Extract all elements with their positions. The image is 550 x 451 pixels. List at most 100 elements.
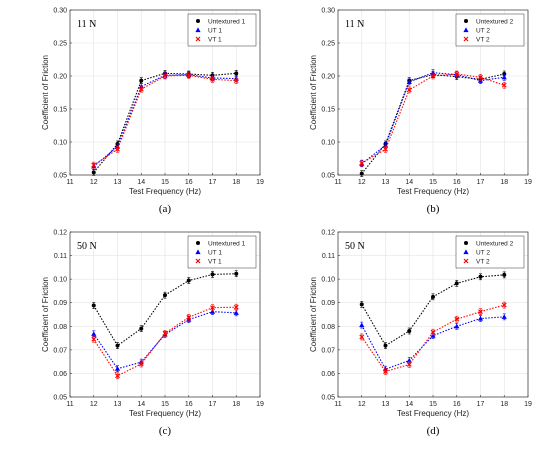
y-tick-label: 0.10 <box>53 277 67 284</box>
legend-marker <box>196 19 200 23</box>
data-point <box>406 79 412 85</box>
legend-entry: UT 1 <box>208 249 222 256</box>
panel-label: (b) <box>427 203 440 215</box>
y-axis-label: Coefficient of Friction <box>41 277 50 352</box>
data-point <box>430 70 436 75</box>
y-tick-label: 0.10 <box>53 140 67 147</box>
load-annotation: 50 N <box>345 241 365 252</box>
data-point <box>210 76 215 82</box>
y-tick-label: 0.08 <box>321 324 335 331</box>
panel-label: (d) <box>427 425 440 437</box>
data-point <box>359 334 365 340</box>
y-tick-label: 0.07 <box>53 347 67 354</box>
data-point <box>186 278 191 283</box>
data-point <box>162 73 168 79</box>
x-tick-label: 18 <box>232 401 240 408</box>
x-tick-label: 15 <box>161 401 169 408</box>
data-point <box>139 78 144 83</box>
x-tick-label: 14 <box>405 179 413 186</box>
y-tick-label: 0.25 <box>53 41 67 48</box>
data-point <box>430 329 436 335</box>
data-point <box>91 336 97 342</box>
data-point <box>406 87 412 93</box>
data-point <box>359 322 365 328</box>
data-point <box>478 309 483 315</box>
legend-entry: VT 2 <box>476 258 490 265</box>
legend-entry: Untextured 1 <box>208 240 246 247</box>
data-point <box>91 331 97 336</box>
panel-label: (c) <box>159 425 172 437</box>
x-tick-label: 14 <box>137 179 145 186</box>
y-tick-label: 0.11 <box>54 253 67 260</box>
data-point <box>210 305 215 311</box>
y-tick-label: 0.10 <box>321 140 335 147</box>
x-tick-label: 13 <box>114 179 122 186</box>
data-point <box>115 343 120 348</box>
legend-entry: UT 2 <box>476 27 490 34</box>
legend-entry: Untextured 2 <box>476 240 514 247</box>
x-tick-label: 16 <box>185 179 193 186</box>
load-annotation: 11 N <box>345 19 364 30</box>
x-tick-label: 19 <box>524 401 532 408</box>
data-point <box>233 78 239 84</box>
panel-b: 11 12 13 14 15 16 17 18 19 0.05 0.10 0.15 0.20 0.25 0.… <box>309 8 532 216</box>
data-point <box>406 362 412 367</box>
y-axis-label: Coefficient of Friction <box>309 55 318 130</box>
legend-entry: VT 1 <box>208 258 222 265</box>
data-point <box>186 72 192 78</box>
x-tick-label: 11 <box>334 401 341 408</box>
legend-marker <box>463 249 469 255</box>
x-tick-label: 15 <box>161 179 169 186</box>
data-point <box>478 74 483 80</box>
panel-a: 11 12 13 14 15 16 17 18 19 0.05 0.10 0.15 0.20 0.25 0.… <box>41 8 264 216</box>
data-point <box>478 274 483 279</box>
load-annotation: 11 N <box>77 19 96 30</box>
x-tick-label: 18 <box>500 401 508 408</box>
data-point <box>454 323 460 329</box>
data-point <box>91 170 96 175</box>
data-point <box>501 302 507 308</box>
y-tick-label: 0.11 <box>322 253 335 260</box>
x-tick-label: 15 <box>429 401 437 408</box>
x-tick-label: 17 <box>477 179 485 186</box>
data-point <box>115 146 120 152</box>
x-tick-label: 15 <box>429 179 437 186</box>
x-tick-label: 18 <box>500 179 508 186</box>
y-axis-label: Coefficient of Friction <box>41 55 50 130</box>
x-tick-label: 13 <box>382 179 390 186</box>
x-tick-label: 14 <box>137 401 145 408</box>
x-tick-label: 13 <box>114 401 122 408</box>
data-point <box>234 71 239 76</box>
y-tick-label: 0.12 <box>53 230 67 237</box>
x-tick-label: 13 <box>382 401 390 408</box>
data-point <box>91 303 96 308</box>
data-point <box>454 71 460 77</box>
x-tick-label: 11 <box>66 179 73 186</box>
data-point <box>233 310 239 315</box>
x-tick-label: 12 <box>90 179 98 186</box>
data-point <box>454 316 460 322</box>
y-tick-label: 0.20 <box>321 74 335 81</box>
x-tick-label: 16 <box>185 401 193 408</box>
x-tick-label: 19 <box>256 401 264 408</box>
legend-marker <box>464 19 468 23</box>
data-point <box>233 304 239 310</box>
data-point <box>501 74 507 80</box>
y-tick-label: 0.05 <box>53 395 67 402</box>
y-tick-label: 0.15 <box>321 107 335 114</box>
legend-entry: UT 1 <box>208 27 222 34</box>
legend-marker <box>463 258 469 264</box>
legend-entry: UT 2 <box>476 249 490 256</box>
data-point <box>359 302 364 307</box>
panel-d: 11 12 13 14 15 16 17 18 19 0.05 0.06 0.07 0.08 0.09 0.… <box>309 230 532 438</box>
data-point <box>162 330 168 336</box>
y-tick-label: 0.08 <box>53 324 67 331</box>
y-tick-label: 0.30 <box>53 8 67 15</box>
legend-marker <box>464 241 468 245</box>
y-tick-label: 0.15 <box>53 107 67 114</box>
x-tick-label: 12 <box>358 401 366 408</box>
legend-marker <box>196 241 200 245</box>
x-tick-label: 12 <box>358 179 366 186</box>
data-point <box>359 160 365 166</box>
data-point <box>91 162 97 168</box>
